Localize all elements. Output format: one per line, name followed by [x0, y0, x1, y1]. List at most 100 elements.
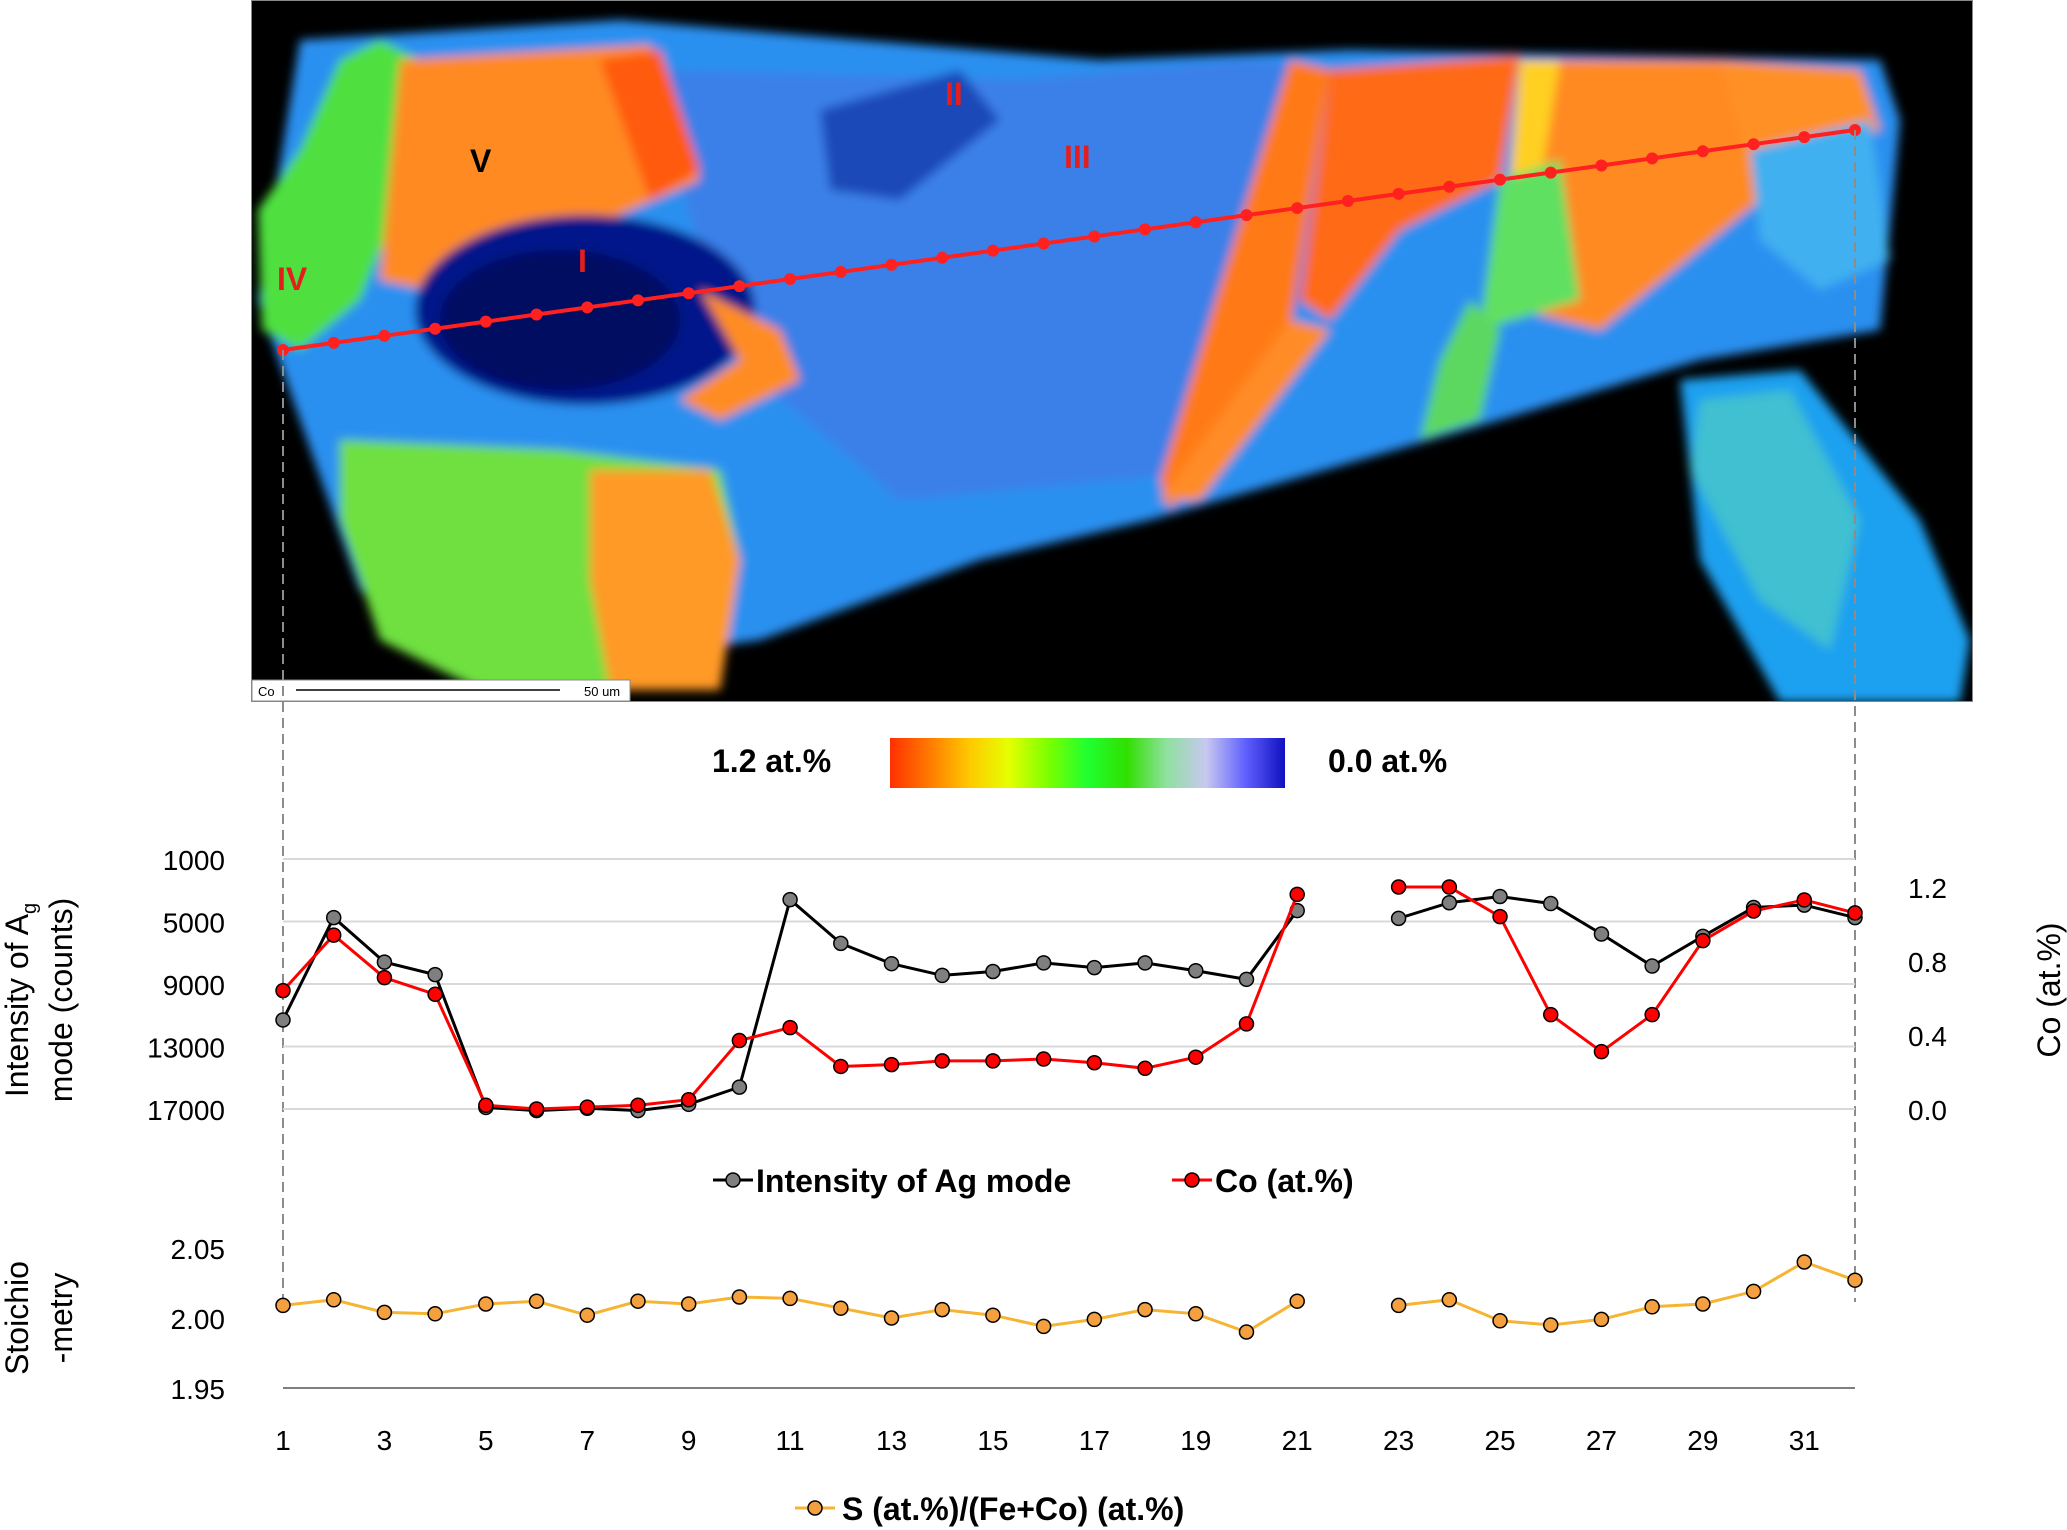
stoichiometry-series-point — [630, 1293, 646, 1309]
intensity-series-point — [1035, 955, 1052, 971]
chart1-right-tick-label: 0.0 — [1908, 1095, 1947, 1126]
chart1-gridlines — [283, 858, 1855, 1110]
chart1-left-ticks: 1000 5000 9000 13000 17000 — [147, 845, 225, 1126]
chart1-left-axis-title-line2: mode (counts) — [43, 898, 79, 1103]
traverse-point — [1494, 173, 1507, 186]
stoichiometry-series-point — [1847, 1272, 1863, 1288]
co-series-point — [1695, 932, 1711, 949]
co-series-point — [427, 986, 443, 1003]
stoichiometry-series-point — [833, 1300, 849, 1316]
co-series-point — [630, 1097, 646, 1114]
co-series-point — [934, 1053, 950, 1069]
stoichiometry-series-point — [1796, 1254, 1813, 1270]
chart2-x-tick-label: 25 — [1484, 1425, 1515, 1456]
intensity-series-point — [1137, 955, 1153, 971]
intensity-series-line — [1398, 894, 1856, 968]
intensity-series-point — [1542, 895, 1559, 912]
co-series-point — [325, 927, 342, 943]
stoichiometry-series-point — [985, 1307, 1001, 1323]
chart2-x-tick-label: 19 — [1180, 1425, 1211, 1456]
traverse-point — [1341, 194, 1354, 207]
traverse-point — [1747, 138, 1760, 151]
stoichiometry-series-point — [427, 1306, 443, 1322]
traverse-point — [479, 315, 492, 328]
co-series-point — [1086, 1055, 1103, 1071]
traverse-point — [1595, 159, 1608, 172]
co-series-point — [1542, 1006, 1559, 1023]
co-series-point — [1390, 879, 1407, 895]
region-label-ii: II — [945, 76, 963, 112]
traverse-point — [581, 301, 594, 314]
stoichiometry-series-point — [1593, 1311, 1610, 1328]
co-series-point — [1745, 903, 1762, 919]
colorbar-gradient-bar — [890, 738, 1285, 788]
co-series-point — [1188, 1049, 1204, 1065]
stoichiometry-series-point — [680, 1296, 697, 1312]
intensity-series-point — [883, 955, 900, 972]
stoichiometry-series-point — [275, 1297, 291, 1314]
intensity-series-point — [1086, 959, 1103, 976]
stoichiometry-series-point — [325, 1292, 342, 1308]
chart2-x-tick-label: 9 — [681, 1425, 697, 1456]
intensity-series-point — [1390, 910, 1407, 927]
chart2-x-tick-label: 11 — [776, 1425, 805, 1456]
traverse-point — [784, 273, 797, 286]
chart1-left-tick-label: 17000 — [147, 1095, 225, 1126]
chart2-x-tick-label: 21 — [1282, 1425, 1313, 1456]
chart1-left-tick-label: 5000 — [163, 908, 225, 939]
traverse-point — [1037, 237, 1050, 250]
chart2-y-tick-label: 1.95 — [171, 1374, 226, 1405]
chart1-left-axis-title-line1: Intensity of Ag — [0, 903, 41, 1097]
chart2-x-tick-label: 23 — [1383, 1425, 1414, 1456]
chart2-y-tick-label: 2.00 — [171, 1304, 226, 1335]
co-series-point — [1137, 1060, 1153, 1077]
chart1-left-tick-label: 9000 — [163, 970, 225, 1001]
traverse-point — [936, 251, 949, 264]
intensity-series-point — [1238, 971, 1255, 988]
traverse-point — [986, 244, 999, 257]
region-label-iii: III — [1064, 139, 1091, 175]
co-series-point — [1796, 892, 1813, 908]
co-series-point — [579, 1099, 596, 1115]
co-series-line — [1398, 885, 1856, 1054]
chart2-x-tick-label: 29 — [1687, 1425, 1718, 1456]
stoichiometry-series-point — [1492, 1313, 1508, 1329]
traverse-path — [282, 128, 1856, 352]
chart1-left-tick-label: 13000 — [147, 1033, 225, 1064]
traverse-point — [1139, 223, 1152, 236]
co-eds-map — [251, 0, 1973, 702]
chart2-series — [275, 1254, 1863, 1340]
stoichiometry-chart: 2.052.001.95 1 3 5 7 9 11 13 15 17 19 21 23 25 27 29 31… — [0, 1234, 1863, 1527]
stoichiometry-series-point — [1441, 1292, 1458, 1308]
stoichiometry-series-point — [1289, 1293, 1305, 1309]
intensity-series-point — [275, 1012, 291, 1028]
chart2-y-axis-title-line1: Stoichio — [0, 1261, 35, 1375]
chart1-right-axis-title: Co (at.%) — [2031, 922, 2067, 1057]
co-series-point — [1238, 1016, 1255, 1032]
scale-bar: Co 50 um — [251, 679, 631, 702]
chart2-x-ticks: 1 3 5 7 9 11 13 15 17 19 21 23 25 27 29 31 — [275, 1425, 1820, 1456]
traverse-point — [682, 287, 695, 300]
chart2-y-tick-label: 2.05 — [171, 1234, 226, 1265]
chart2-x-tick-label: 27 — [1586, 1425, 1617, 1456]
stoichiometry-series-point — [478, 1296, 494, 1312]
traverse-point — [1544, 166, 1557, 179]
intensity-series-point — [1593, 926, 1610, 942]
co-series-point — [1593, 1043, 1610, 1060]
colorbar-max-label: 1.2 at.% — [712, 743, 831, 779]
intensity-series-point — [325, 909, 342, 926]
stoichiometry-series-point — [1695, 1296, 1711, 1312]
traverse-point — [378, 329, 391, 342]
intensity-series-point — [833, 935, 849, 952]
traverse-point — [1646, 152, 1659, 165]
region-label-iv: IV — [277, 261, 308, 297]
intensity-series-line — [281, 896, 1299, 1113]
stoichiometry-series-point — [934, 1301, 950, 1318]
co-series-point — [478, 1097, 494, 1114]
co-series-point — [1847, 905, 1863, 921]
stoichiometry-series-point — [1035, 1318, 1052, 1335]
stoichiometry-series-point — [528, 1293, 545, 1309]
co-series-point — [528, 1101, 545, 1117]
stoichiometry-series-point — [376, 1304, 393, 1321]
chart1-right-ticks: 1.2 0.8 0.4 0.0 — [1908, 873, 1947, 1126]
